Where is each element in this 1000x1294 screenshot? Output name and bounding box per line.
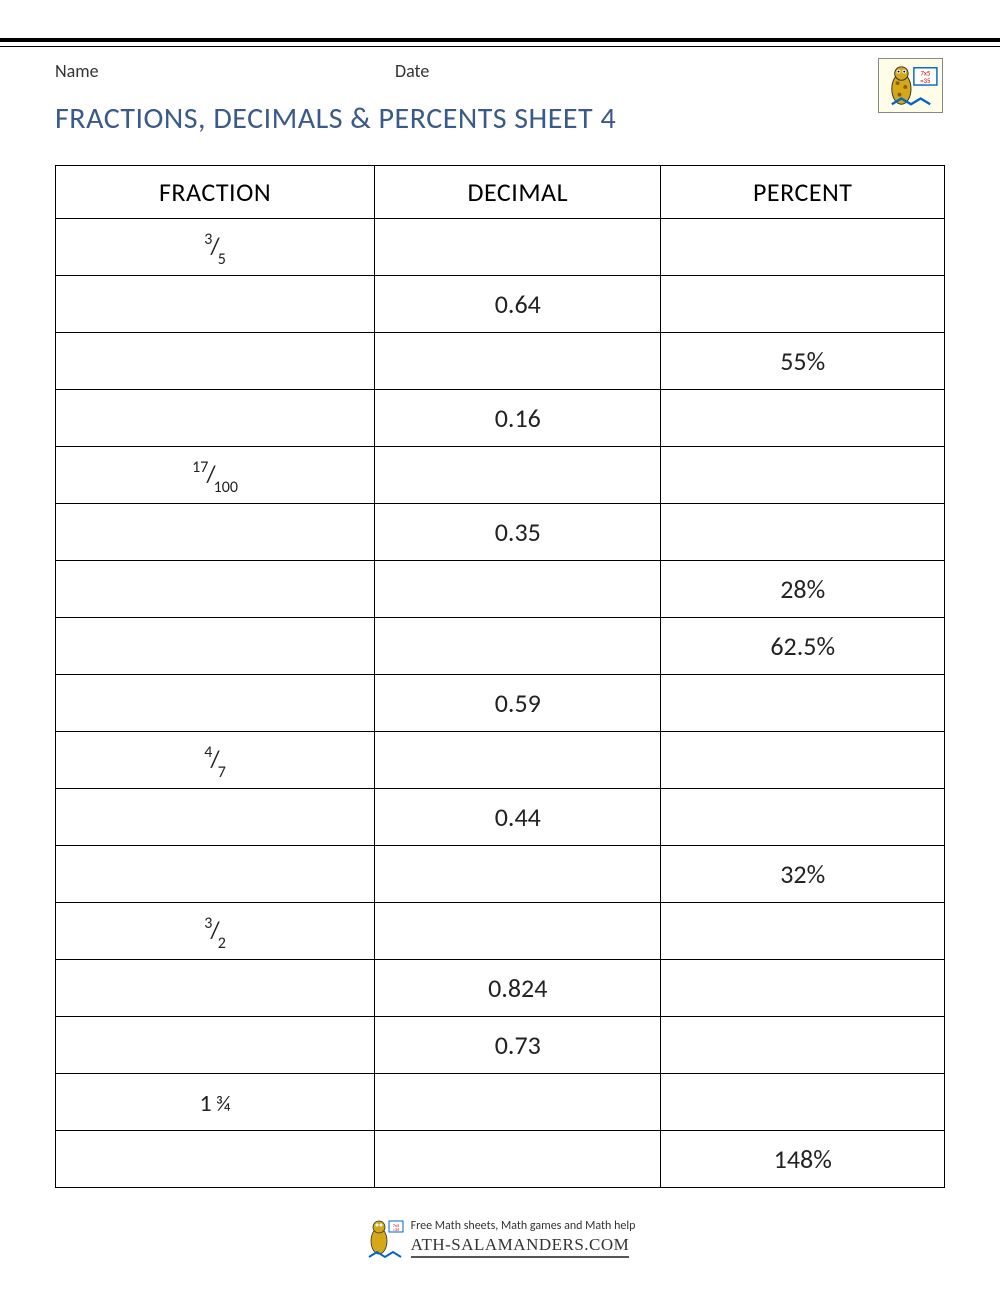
- date-label: Date: [395, 60, 429, 82]
- mixed-fraction-value: 1¾: [200, 1086, 231, 1118]
- table-row: 28%: [56, 561, 945, 618]
- percent-cell: [661, 390, 945, 447]
- fraction-cell: 3/2: [56, 903, 375, 960]
- table-row: 0.824: [56, 960, 945, 1017]
- decimal-cell: [375, 1074, 661, 1131]
- table-row: 148%: [56, 1131, 945, 1188]
- table-row: 17/100: [56, 447, 945, 504]
- fraction-cell: 4/7: [56, 732, 375, 789]
- name-label: Name: [55, 60, 395, 82]
- decimal-cell: [375, 219, 661, 276]
- percent-cell: [661, 789, 945, 846]
- table-body: 3/5 0.6455%0.16 17/100 0.3528%62.5%0.59 4/7 0…: [56, 219, 945, 1188]
- footer-inner: 7x5 =35 Free Math sheets, Math games and…: [365, 1217, 636, 1259]
- percent-cell: 148%: [661, 1131, 945, 1188]
- fraction-cell: [56, 333, 375, 390]
- fraction-cell: [56, 504, 375, 561]
- fraction-cell: 17/100: [56, 447, 375, 504]
- table-header-row: FRACTION DECIMAL PERCENT: [56, 166, 945, 219]
- percent-cell: [661, 960, 945, 1017]
- table-row: 0.59: [56, 675, 945, 732]
- decimal-cell: [375, 732, 661, 789]
- page-container: Name Date 7x5 =35 FRACTIONS, DECIMALS & …: [0, 0, 1000, 1218]
- col-header-fraction: FRACTION: [56, 166, 375, 219]
- fraction-cell: [56, 390, 375, 447]
- footer-tagline: Free Math sheets, Math games and Math he…: [411, 1219, 636, 1233]
- table-row: 3/2: [56, 903, 945, 960]
- table-row: 1¾: [56, 1074, 945, 1131]
- percent-cell: [661, 219, 945, 276]
- decimal-cell: [375, 561, 661, 618]
- footer: 7x5 =35 Free Math sheets, Math games and…: [0, 1217, 1000, 1264]
- decimal-cell: 0.44: [375, 789, 661, 846]
- worksheet-table: FRACTION DECIMAL PERCENT 3/5 0.6455%0.16 1…: [55, 165, 945, 1188]
- col-header-decimal: DECIMAL: [375, 166, 661, 219]
- decimal-cell: 0.16: [375, 390, 661, 447]
- percent-cell: [661, 903, 945, 960]
- footer-site-text: ATH-SALAMANDERS.COM: [411, 1235, 630, 1254]
- fraction-cell: [56, 675, 375, 732]
- table-row: 3/5: [56, 219, 945, 276]
- footer-text: Free Math sheets, Math games and Math he…: [411, 1219, 636, 1258]
- table-row: 62.5%: [56, 618, 945, 675]
- fraction-cell: [56, 618, 375, 675]
- percent-cell: [661, 447, 945, 504]
- table-row: 55%: [56, 333, 945, 390]
- table-row: 32%: [56, 846, 945, 903]
- fraction-cell: [56, 960, 375, 1017]
- fraction-cell: [56, 1131, 375, 1188]
- fraction-cell: [56, 276, 375, 333]
- decimal-cell: [375, 333, 661, 390]
- percent-cell: [661, 675, 945, 732]
- decimal-cell: 0.59: [375, 675, 661, 732]
- svg-text:=35: =35: [920, 77, 931, 85]
- fraction-value: 3/2: [204, 916, 226, 949]
- table-row: 0.44: [56, 789, 945, 846]
- percent-cell: [661, 504, 945, 561]
- col-header-percent: PERCENT: [661, 166, 945, 219]
- decimal-cell: 0.64: [375, 276, 661, 333]
- brand-logo-top: 7x5 =35: [878, 58, 943, 113]
- percent-cell: 55%: [661, 333, 945, 390]
- table-row: 0.16: [56, 390, 945, 447]
- percent-cell: [661, 1017, 945, 1074]
- table-row: 0.35: [56, 504, 945, 561]
- fraction-cell: [56, 1017, 375, 1074]
- header-row: Name Date 7x5 =35: [55, 60, 945, 82]
- decimal-cell: [375, 447, 661, 504]
- decimal-cell: 0.35: [375, 504, 661, 561]
- percent-cell: 28%: [661, 561, 945, 618]
- decimal-cell: [375, 618, 661, 675]
- fraction-value: 3/5: [204, 232, 226, 265]
- percent-cell: 32%: [661, 846, 945, 903]
- percent-cell: [661, 732, 945, 789]
- percent-cell: 62.5%: [661, 618, 945, 675]
- table-row: 0.73: [56, 1017, 945, 1074]
- salamander-footer-icon: 7x5 =35: [365, 1217, 405, 1259]
- fraction-cell: [56, 846, 375, 903]
- table-row: 0.64: [56, 276, 945, 333]
- decimal-cell: [375, 846, 661, 903]
- decimal-cell: 0.824: [375, 960, 661, 1017]
- footer-site: ATH-SALAMANDERS.COM: [411, 1235, 630, 1258]
- fraction-cell: [56, 561, 375, 618]
- top-border-thin: [0, 46, 1000, 47]
- fraction-cell: 3/5: [56, 219, 375, 276]
- table-row: 4/7: [56, 732, 945, 789]
- top-border-thick: [0, 38, 1000, 42]
- salamander-icon: 7x5 =35: [882, 62, 940, 110]
- decimal-cell: [375, 903, 661, 960]
- fraction-cell: [56, 789, 375, 846]
- decimal-cell: [375, 1131, 661, 1188]
- svg-text:=35: =35: [392, 1228, 400, 1233]
- percent-cell: [661, 1074, 945, 1131]
- fraction-value: 4/7: [204, 745, 226, 778]
- worksheet-title: FRACTIONS, DECIMALS & PERCENTS SHEET 4: [55, 100, 945, 137]
- decimal-cell: 0.73: [375, 1017, 661, 1074]
- fraction-value: 17/100: [192, 460, 238, 493]
- percent-cell: [661, 276, 945, 333]
- fraction-cell: 1¾: [56, 1074, 375, 1131]
